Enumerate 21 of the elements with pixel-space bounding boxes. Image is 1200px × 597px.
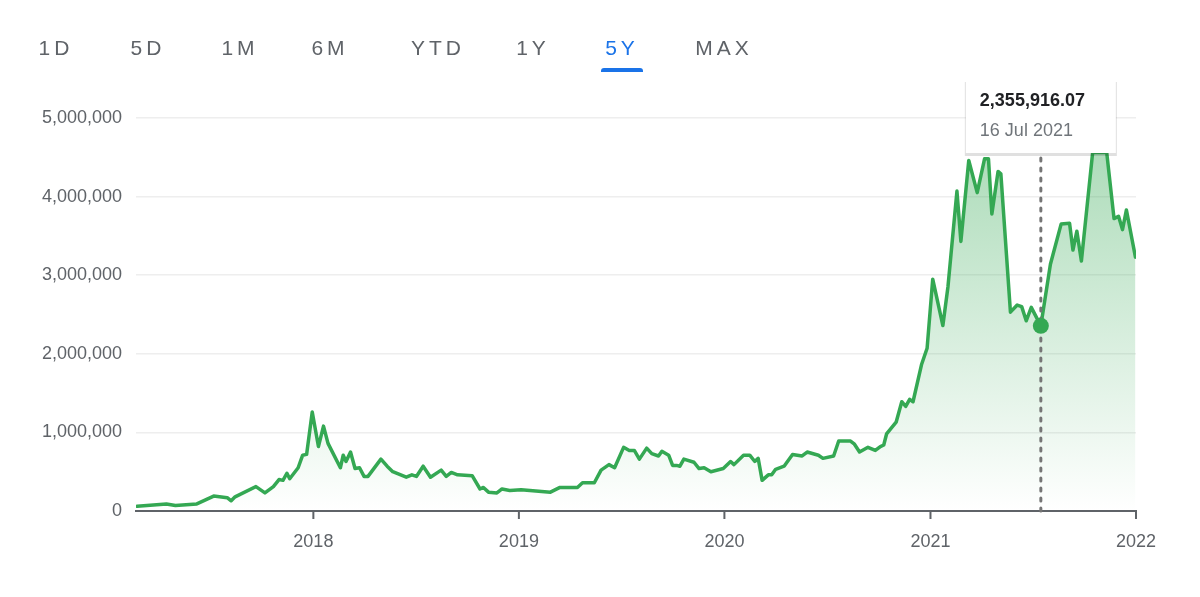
y-tick-label: 5,000,000 (41, 106, 122, 127)
text: 1Y (516, 36, 550, 60)
y-tick-label: 3,000,000 (41, 264, 122, 285)
y-tick-label: 2,000,000 (41, 342, 122, 363)
x-tick-label: 2021 (910, 530, 951, 551)
text: YTD (411, 36, 465, 60)
y-tick-label: 0 (111, 499, 122, 520)
text: MAX (695, 36, 753, 60)
x-tick-label: 2019 (498, 530, 539, 551)
y-tick-label: 1,000,000 (41, 421, 122, 442)
text: 5D (130, 36, 166, 60)
x-tick-label: 2020 (704, 530, 745, 551)
text: 2,355,916.07 (979, 89, 1085, 110)
annotation: 16 Jul 2021 (979, 119, 1073, 140)
x-tick-label: 2018 (293, 530, 334, 551)
text: 1M (221, 36, 259, 60)
y-tick-label: 4,000,000 (41, 185, 122, 206)
text: 1D (38, 36, 74, 60)
text: 5Y (605, 36, 639, 60)
text: 6M (311, 36, 349, 60)
x-tick-label: 2022 (1115, 530, 1157, 551)
